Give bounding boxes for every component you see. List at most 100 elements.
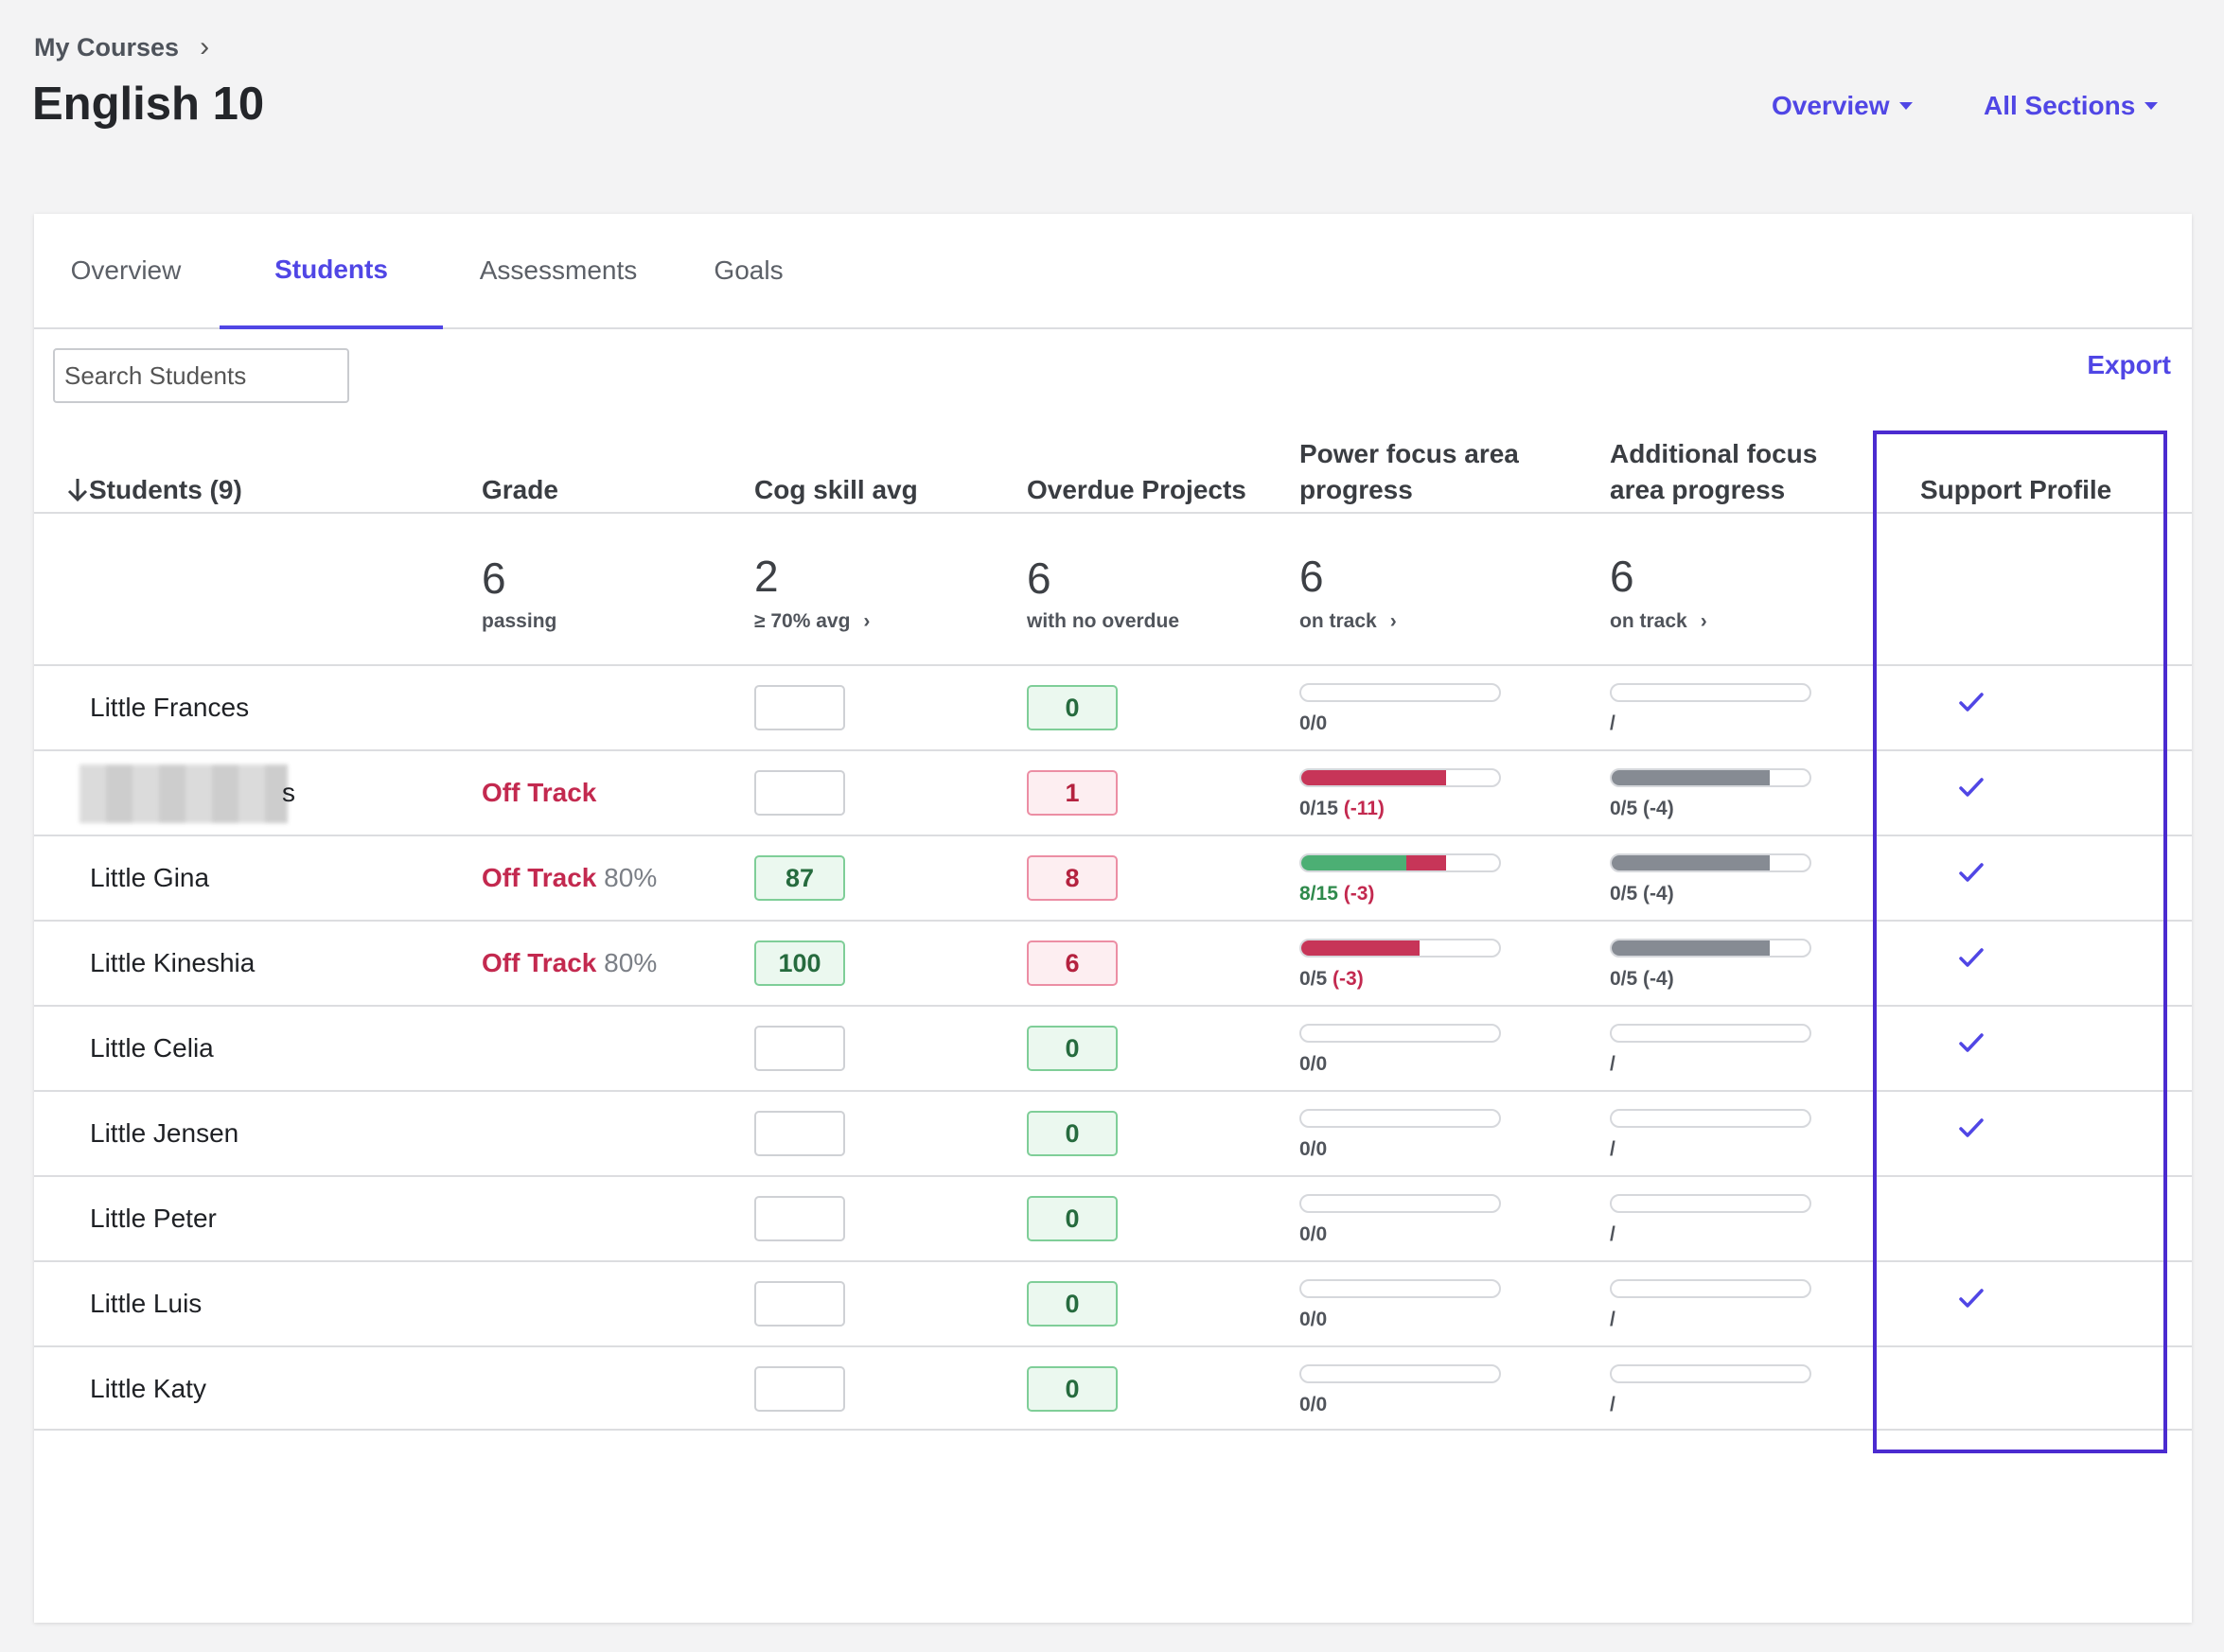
grade-percent: 80% [604,863,658,892]
additional-progress-bar [1610,1024,1811,1043]
table-row[interactable]: Little Luis 0 0/0 / [34,1260,2192,1345]
overdue-badge[interactable]: 0 [1027,1196,1118,1241]
power-progress-count: 0/0 [1299,1053,1328,1075]
overdue-badge[interactable]: 0 [1027,685,1118,730]
student-name[interactable]: Little Peter [90,1204,217,1233]
additional-progress-count: / [1610,1223,1615,1245]
table-row[interactable]: Little Jensen 0 0/0 / [34,1090,2192,1175]
power-progress-label: 0/0 [1299,1223,1327,1246]
arrow-down-icon [67,479,88,502]
power-progress-count: 0/0 [1299,1138,1328,1160]
additional-column-header[interactable]: Additional focus area progress [1610,436,1817,508]
view-dropdown[interactable]: Overview [1772,91,1913,121]
additional-summary-label: on track [1610,610,1687,632]
table-row[interactable]: Little Katy 0 0/0 / [34,1345,2192,1431]
caret-down-icon [2145,102,2159,110]
students-header-label: Students (9) [89,475,242,504]
overdue-badge[interactable]: 6 [1027,940,1118,986]
additional-progress-bar [1610,1109,1811,1128]
additional-progress-count: / [1610,1138,1615,1160]
cog-skill-badge [754,1196,845,1241]
overdue-badge[interactable]: 0 [1027,1366,1118,1412]
student-name[interactable]: s [282,778,295,807]
cog-summary-link[interactable]: ≥ 70% avg › [754,610,870,633]
overdue-badge[interactable]: 0 [1027,1026,1118,1071]
support-column-header[interactable]: Support Profile [1920,475,2112,504]
cog-skill-badge [754,1366,845,1412]
overdue-badge[interactable]: 0 [1027,1281,1118,1327]
tab-assessments[interactable]: Assessments [479,255,638,285]
view-dropdown-label: Overview [1772,91,1890,120]
overdue-badge[interactable]: 1 [1027,770,1118,816]
table-row[interactable]: Little Frances 0 0/0 / [34,664,2192,749]
cog-column-header[interactable]: Cog skill avg [754,475,918,504]
power-progress-bar [1299,1279,1501,1298]
cog-skill-badge [754,1026,845,1071]
additional-progress-fill [1612,855,1771,870]
overdue-badge[interactable]: 0 [1027,1111,1118,1156]
additional-summary-link[interactable]: on track › [1610,610,1707,633]
power-progress-red [1405,855,1446,870]
chevron-right-icon: › [1700,610,1707,632]
page-title: English 10 [32,79,265,130]
power-progress-label: 8/15 (-3) [1299,883,1374,905]
students-column-header[interactable]: Students (9) [66,472,242,508]
additional-progress-fill [1612,940,1771,956]
table-row[interactable]: Little Celia 0 0/0 / [34,1005,2192,1090]
breadcrumb[interactable]: My Courses › [34,31,209,63]
power-progress-bar [1299,1194,1501,1213]
power-progress-delta: (-3) [1343,883,1375,905]
search-input[interactable] [53,348,349,403]
power-progress-count: 0/0 [1299,712,1328,734]
students-card: Overview Students Assessments Goals Expo… [34,214,2192,1623]
grade-percent: 80% [604,948,658,977]
additional-progress-label: / [1610,1138,1615,1161]
power-progress-count: 0/0 [1299,1394,1328,1415]
student-name[interactable]: Little Luis [90,1289,203,1318]
power-progress-bar [1299,1109,1501,1128]
student-name[interactable]: Little Frances [90,693,250,722]
table-row[interactable]: s Off Track 1 0/15 (-11) 0/5 (-4) [34,749,2192,835]
check-icon [1959,778,1984,797]
export-button[interactable]: Export [2087,350,2171,379]
power-progress-bar [1299,1364,1501,1383]
tab-goals[interactable]: Goals [714,255,784,285]
section-dropdown-label: All Sections [1984,91,2136,120]
power-summary-link[interactable]: on track › [1299,610,1397,633]
overdue-summary-value: 6 [1027,554,1051,603]
additional-progress-label: / [1610,1053,1615,1076]
section-dropdown[interactable]: All Sections [1984,91,2159,121]
power-progress-bar [1299,683,1501,702]
additional-progress-label: 0/5 (-4) [1610,968,1674,991]
overdue-badge[interactable]: 8 [1027,855,1118,901]
overdue-column-header[interactable]: Overdue Projects [1027,475,1246,504]
student-name[interactable]: Little Gina [90,863,210,892]
cog-skill-badge: 100 [754,940,845,986]
additional-progress-count: 0/5 [1610,798,1638,819]
table-row[interactable]: Little Gina Off Track 80% 87 8 8/15 (-3) 0… [34,835,2192,920]
grade-status: Off Track [482,948,597,977]
grade-column-header[interactable]: Grade [482,475,558,504]
power-progress-label: 0/0 [1299,712,1327,735]
additional-header-line2: area progress [1610,475,1786,504]
additional-progress-label: / [1610,1223,1615,1246]
power-summary-value: 6 [1299,552,1324,601]
tab-students[interactable]: Students [220,214,443,329]
student-name[interactable]: Little Kineshia [90,948,256,977]
additional-progress-bar [1610,853,1811,872]
table-row[interactable]: Little Kineshia Off Track 80% 100 6 0/5 (-… [34,920,2192,1005]
power-column-header[interactable]: Power focus area progress [1299,436,1519,508]
breadcrumb-my-courses[interactable]: My Courses [34,32,180,62]
power-progress-label: 0/0 [1299,1138,1327,1161]
additional-progress-label: / [1610,1394,1615,1416]
student-name[interactable]: Little Katy [90,1374,206,1403]
student-name[interactable]: Little Celia [90,1033,214,1063]
tab-overview[interactable]: Overview [70,255,182,285]
additional-progress-label: / [1610,712,1615,735]
table-row[interactable]: Little Peter 0 0/0 / [34,1175,2192,1260]
power-progress-label: 0/0 [1299,1394,1327,1416]
caret-down-icon [1898,102,1913,110]
additional-progress-label: 0/5 (-4) [1610,798,1674,820]
student-name[interactable]: Little Jensen [90,1118,239,1148]
power-progress-count: 0/0 [1299,1309,1328,1330]
